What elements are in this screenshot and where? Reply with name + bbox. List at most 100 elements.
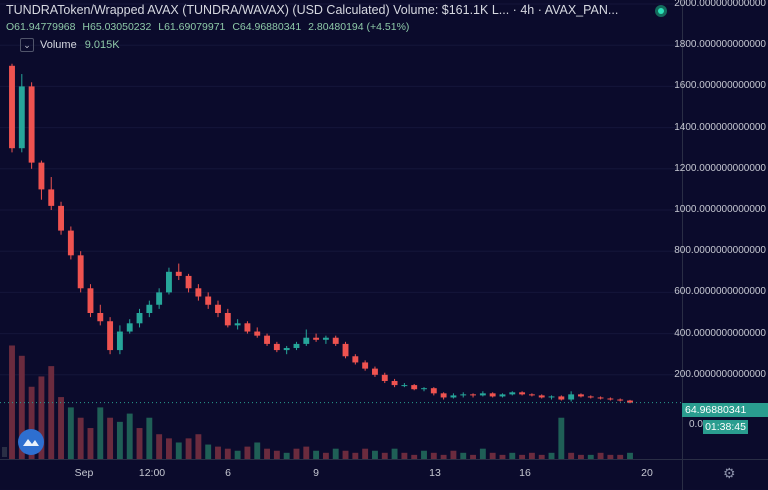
candle-body — [185, 275, 192, 289]
candle-body — [126, 323, 133, 332]
candle-body — [9, 65, 15, 149]
price-tick-label: 200.0000000000000 — [674, 368, 766, 380]
price-tick-label: 1000.000000000000 — [674, 204, 766, 215]
candle-body — [273, 343, 280, 351]
symbol-title[interactable]: TUNDRAToken/Wrapped AVAX (TUNDRA/WAVAX) … — [6, 3, 510, 17]
time-axis[interactable]: Sep 12:00 6 9 13 16 20 — [0, 459, 682, 490]
volume-bar — [273, 450, 280, 459]
price-axis[interactable]: 2000.000000000000 1800.000000000000 1600.0… — [674, 0, 768, 459]
candle-body — [234, 323, 241, 326]
gear-icon[interactable]: ⚙ — [723, 465, 736, 481]
candle-body — [244, 323, 251, 332]
volume-bar — [470, 454, 476, 459]
candle-body — [450, 395, 457, 398]
volume-bar — [627, 452, 633, 459]
volume-bar — [411, 454, 418, 459]
candle-body — [568, 394, 575, 400]
volume-bar — [528, 452, 535, 459]
volume-bar — [568, 452, 575, 459]
chevron-down-icon[interactable]: ⌄ — [20, 38, 34, 52]
ohlc-open: O61.94779968 — [6, 21, 76, 33]
volume-bar — [460, 452, 467, 459]
candle-body — [175, 271, 182, 276]
price-tick-label: 1600.000000000000 — [674, 80, 766, 92]
volume-bar — [352, 452, 359, 459]
time-tick-label: 16 — [519, 467, 531, 479]
scroll-handle[interactable] — [2, 447, 7, 457]
volume-bar — [548, 452, 555, 459]
volume-bar — [430, 452, 437, 459]
separator-dot: · — [512, 3, 517, 17]
candle-body — [107, 321, 114, 351]
candle-body — [332, 337, 339, 344]
candle-body — [264, 335, 270, 344]
ohlc-high: H65.03050232 — [82, 21, 152, 33]
volume-bar — [107, 417, 114, 459]
ohlc-change: 2.80480194 (+4.51%) — [308, 21, 410, 33]
time-tick-label: 6 — [225, 467, 231, 479]
volume-bar — [479, 448, 486, 459]
price-tick-label: 1200.000000000000 — [674, 162, 766, 174]
candle-body — [528, 394, 535, 396]
candle-body — [489, 393, 496, 397]
volume-bar — [440, 454, 447, 459]
volume-bar — [58, 397, 64, 459]
volume-bar — [489, 452, 496, 459]
ohlc-legend: O61.94779968 H65.03050232 L61.69079971 C… — [6, 21, 413, 33]
candle-body — [372, 368, 378, 375]
tradingview-logo-icon[interactable] — [18, 429, 44, 455]
volume-bar — [558, 417, 565, 459]
live-dot-icon — [655, 5, 667, 17]
volume-bar — [607, 454, 614, 459]
volume-bar — [185, 438, 192, 459]
price-tick-label: 800.0000000000000 — [674, 245, 766, 257]
time-tick-label: 9 — [313, 467, 319, 479]
candle-body — [617, 399, 624, 401]
price-tick-label: 1800.000000000000 — [674, 39, 766, 51]
volume-bar — [67, 407, 74, 459]
interval-label[interactable]: 4h — [520, 3, 535, 17]
candle-body — [156, 292, 163, 305]
candle-body — [430, 388, 437, 394]
candle-body — [362, 362, 369, 369]
candle-body — [391, 380, 398, 386]
price-tick-label: 400.0000000000000 — [674, 327, 766, 339]
candle-body — [67, 230, 74, 256]
candle-body — [293, 343, 300, 349]
axis-corner: ⚙ — [682, 459, 768, 490]
countdown-tag: 01:38:45 — [703, 420, 748, 434]
candle-body — [283, 348, 290, 351]
volume-bar — [332, 448, 339, 459]
volume-bar — [519, 454, 526, 459]
volume-bar — [264, 448, 270, 459]
candle-body — [460, 394, 467, 396]
volume-bar — [401, 452, 408, 459]
volume-bar — [617, 454, 624, 459]
volume-bar — [421, 450, 427, 459]
volume-bar — [283, 452, 290, 459]
candle-body — [303, 337, 310, 344]
candle-body — [313, 337, 320, 340]
volume-bar — [205, 444, 212, 459]
candle-body — [146, 304, 153, 313]
chart-plot-area[interactable]: TUNDRAToken/Wrapped AVAX (TUNDRA/WAVAX) … — [0, 0, 682, 459]
candle-body — [77, 255, 84, 289]
volume-bar — [313, 450, 320, 459]
candle-body — [116, 331, 123, 351]
candle-body — [254, 331, 261, 336]
exchange-label[interactable]: AVAX_PAN... — [544, 3, 619, 17]
candle-body — [587, 396, 594, 398]
candle-body — [538, 395, 545, 398]
price-tick-label: 1400.000000000000 — [674, 121, 766, 133]
zero-label: 0.0 — [689, 419, 703, 430]
volume-bar — [38, 376, 45, 459]
candle-body — [440, 393, 447, 398]
candlestick-chart[interactable] — [0, 0, 682, 459]
candle-body — [58, 205, 64, 231]
candle-body — [224, 313, 231, 326]
volume-bar — [77, 417, 84, 459]
volume-bar — [303, 446, 310, 459]
candle-body — [509, 392, 516, 395]
candle-body — [401, 385, 408, 387]
